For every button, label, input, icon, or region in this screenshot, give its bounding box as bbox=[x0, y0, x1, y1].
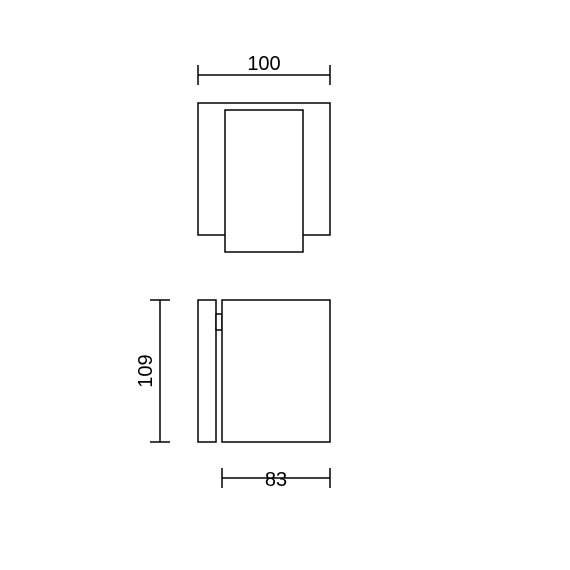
side-neck bbox=[216, 314, 222, 330]
dimensions.height_side.value: 109 bbox=[135, 354, 157, 387]
side-body bbox=[222, 300, 330, 442]
side-wall-plate bbox=[198, 300, 216, 442]
dimensions.width_top.value: 100 bbox=[247, 53, 280, 75]
technical-drawing: 100 109 83 bbox=[0, 0, 570, 570]
dimensions.width_bottom.value: 83 bbox=[265, 469, 287, 491]
front-body bbox=[225, 110, 303, 252]
